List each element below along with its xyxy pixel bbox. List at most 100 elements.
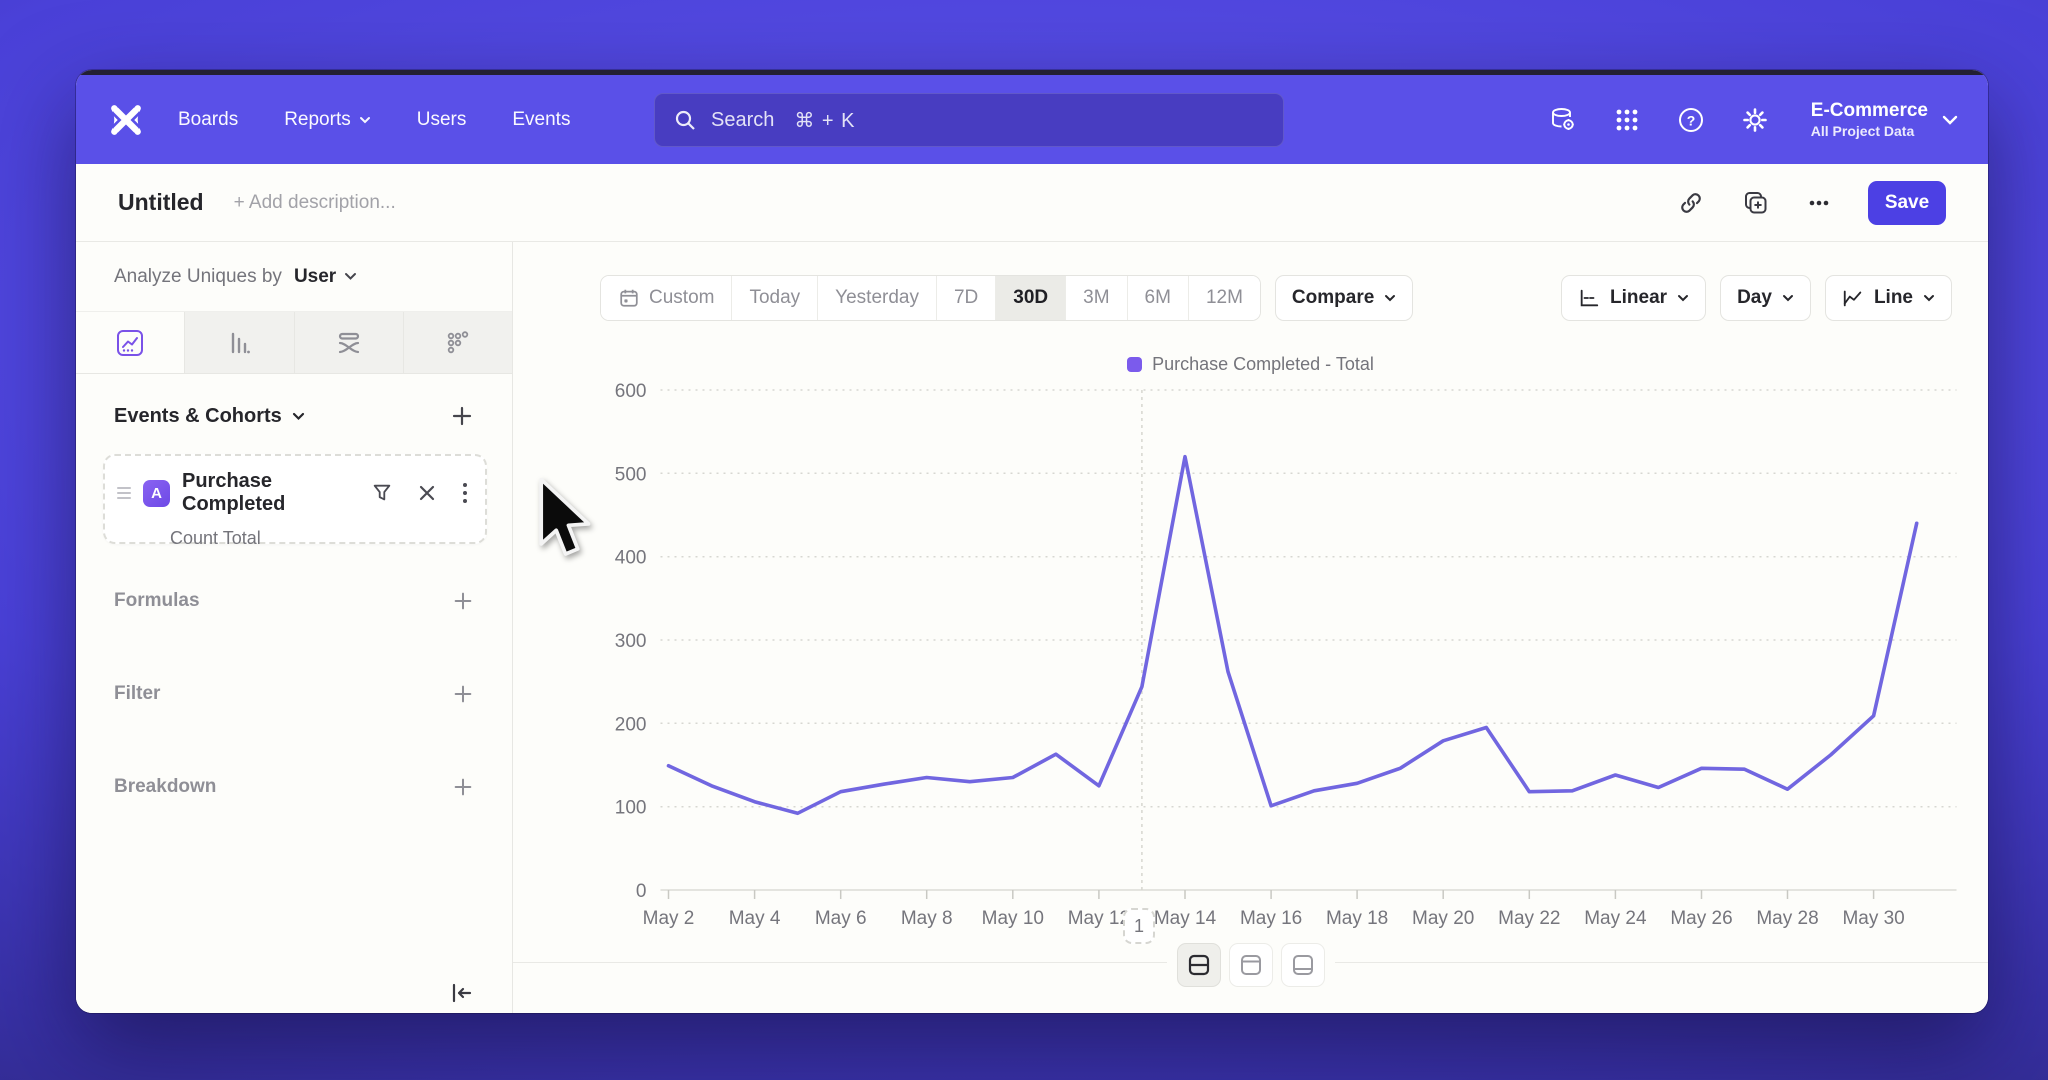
add-formulas-button[interactable] <box>452 590 474 612</box>
tab-bar[interactable] <box>185 312 295 373</box>
remove-event-icon[interactable] <box>417 483 437 503</box>
nav-right-cluster: ? E-Commerce All Project Data <box>1549 100 1958 140</box>
range-12m[interactable]: 12M <box>1188 276 1260 320</box>
interval-selector-button[interactable]: Day <box>1720 275 1811 321</box>
range-30d[interactable]: 30D <box>996 276 1067 320</box>
event-card[interactable]: A Purchase Completed Count T <box>103 454 487 548</box>
svg-text:May 26: May 26 <box>1670 908 1732 929</box>
svg-text:300: 300 <box>615 631 647 652</box>
svg-text:May 16: May 16 <box>1240 908 1302 929</box>
range-custom[interactable]: Custom <box>601 276 733 320</box>
mixpanel-logo-icon[interactable] <box>106 100 146 140</box>
filter-funnel-icon[interactable] <box>371 482 393 504</box>
project-selector[interactable]: E-Commerce All Project Data <box>1811 100 1958 140</box>
report-title[interactable]: Untitled <box>118 189 204 215</box>
svg-text:May 10: May 10 <box>982 908 1044 929</box>
range-7d[interactable]: 7D <box>936 276 997 320</box>
drag-handle-icon[interactable] <box>117 487 131 499</box>
event-name[interactable]: Purchase Completed <box>182 470 286 515</box>
svg-text:May 12: May 12 <box>1068 908 1130 929</box>
range-label: 30D <box>1013 287 1049 308</box>
compare-button[interactable]: Compare <box>1274 275 1414 321</box>
chevron-down-icon <box>292 412 304 420</box>
tab-retention[interactable] <box>403 312 512 373</box>
query-sidebar: Analyze Uniques by User Events & Cohorts… <box>76 242 513 1013</box>
layout-panel-top-button[interactable] <box>1228 943 1273 987</box>
data-management-icon[interactable] <box>1549 106 1577 134</box>
range-label: 3M <box>1083 287 1110 308</box>
calendar-icon <box>620 289 638 307</box>
panel-bottom-icon <box>1290 952 1316 978</box>
event-badge: A <box>143 479 170 507</box>
chevron-down-icon <box>345 273 357 280</box>
chart-type-selector-button[interactable]: Line <box>1824 275 1952 321</box>
more-options-button[interactable] <box>1804 188 1834 218</box>
nav-item-reports[interactable]: Reports <box>284 109 371 131</box>
save-button[interactable]: Save <box>1868 180 1946 225</box>
apps-grid-icon[interactable] <box>1613 106 1641 134</box>
chevron-down-icon <box>1924 295 1934 302</box>
section-label: Breakdown <box>114 775 217 797</box>
svg-text:May 18: May 18 <box>1326 908 1388 929</box>
section-breakdown: Breakdown <box>76 740 512 833</box>
search-icon <box>673 108 697 132</box>
events-cohorts-header: Events & Cohorts <box>76 396 512 436</box>
range-label: 6M <box>1144 287 1171 308</box>
scale-selector-button[interactable]: Linear <box>1561 275 1707 321</box>
analyze-uniques-row[interactable]: Analyze Uniques by User <box>76 242 512 312</box>
nav-item-users[interactable]: Users <box>417 109 467 131</box>
svg-text:May 28: May 28 <box>1756 908 1818 929</box>
add-description-field[interactable]: + Add description... <box>233 191 396 213</box>
range-today[interactable]: Today <box>732 276 819 320</box>
app-window: Boards Reports Users Events Search ⌘ + K <box>76 70 1988 1013</box>
add-filter-button[interactable] <box>452 683 474 705</box>
pagination-page-1[interactable]: 1 <box>1123 908 1155 944</box>
layout-split-horizontal-button[interactable] <box>1176 943 1221 987</box>
duplicate-icon[interactable] <box>1740 188 1770 218</box>
layout-panel-bottom-button[interactable] <box>1280 943 1325 987</box>
svg-text:?: ? <box>1687 112 1696 128</box>
svg-text:May 6: May 6 <box>815 908 867 929</box>
chevron-down-icon <box>1678 295 1689 302</box>
app-body: Analyze Uniques by User Events & Cohorts… <box>76 242 1988 1013</box>
legend-label[interactable]: Purchase Completed - Total <box>1152 354 1374 374</box>
range-3m[interactable]: 3M <box>1066 276 1128 320</box>
search-input[interactable]: Search ⌘ + K <box>654 93 1284 147</box>
nav-item-events[interactable]: Events <box>512 109 570 131</box>
svg-text:May 20: May 20 <box>1412 908 1474 929</box>
chevron-down-icon <box>1782 295 1793 302</box>
panel-top-icon <box>1238 952 1264 978</box>
events-cohorts-label[interactable]: Events & Cohorts <box>114 405 305 428</box>
svg-text:May 14: May 14 <box>1154 908 1217 929</box>
search-shortcut: ⌘ + K <box>794 109 856 132</box>
settings-gear-icon[interactable] <box>1741 106 1769 134</box>
nav-items: Boards Reports Users Events <box>178 109 570 131</box>
event-measurement[interactable]: Count Total <box>170 528 261 548</box>
nav-item-boards[interactable]: Boards <box>178 109 238 131</box>
svg-text:May 4: May 4 <box>729 908 781 929</box>
add-breakdown-button[interactable] <box>452 776 474 798</box>
help-icon[interactable]: ? <box>1677 106 1705 134</box>
chart-panel: Custom Today Yesterday 7D 30D 3M 6M 12M Compare… <box>513 242 1988 1013</box>
add-event-button[interactable] <box>450 404 474 428</box>
chart-controls: Custom Today Yesterday 7D 30D 3M 6M 12M Compare… <box>513 275 1988 321</box>
range-label: Today <box>749 287 801 308</box>
svg-text:100: 100 <box>615 798 647 819</box>
analyze-value[interactable]: User <box>293 265 337 287</box>
bar-tab-icon <box>224 328 254 358</box>
range-yesterday[interactable]: Yesterday <box>818 276 937 320</box>
collapse-sidebar-icon[interactable] <box>444 978 478 1008</box>
copy-link-icon[interactable] <box>1676 188 1706 218</box>
chevron-down-icon <box>1385 295 1396 302</box>
svg-text:500: 500 <box>615 464 647 485</box>
layout-toggle-group <box>1166 941 1335 989</box>
range-6m[interactable]: 6M <box>1127 276 1189 320</box>
tab-insights[interactable] <box>76 312 186 373</box>
tab-flows[interactable] <box>294 312 404 373</box>
event-kebab-menu-icon[interactable] <box>461 481 469 505</box>
top-nav: Boards Reports Users Events Search ⌘ + K <box>76 75 1988 164</box>
report-toolbar: Untitled + Add description... <box>76 164 1988 242</box>
legend-color-swatch <box>1127 357 1143 372</box>
svg-text:0: 0 <box>636 881 647 902</box>
linear-axis-icon <box>1580 289 1599 307</box>
